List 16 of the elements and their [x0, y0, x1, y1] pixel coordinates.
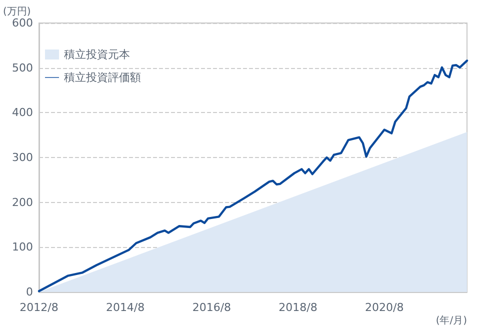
y-tick-label: 500 [12, 61, 33, 74]
x-axis-title: (年/月) [436, 314, 468, 326]
x-tick-label: 2012/8 [20, 301, 58, 314]
y-tick-label: 200 [12, 196, 33, 209]
y-tick-label: 600 [12, 16, 33, 30]
x-tick-label: 2018/8 [278, 301, 318, 314]
y-tick-label: 100 [12, 240, 33, 254]
y-axis-title: (万円) [3, 6, 31, 18]
y-tick-label: 0 [26, 286, 33, 298]
y-tick-label: 300 [12, 151, 33, 164]
legend-label: 積立投資評価額 [64, 71, 141, 84]
x-tick-label: 2016/8 [192, 301, 232, 314]
legend-label: 積立投資元本 [64, 48, 130, 61]
x-tick-label: 2014/8 [106, 301, 145, 314]
y-tick-label: 400 [12, 106, 33, 120]
x-tick-label: 2020/8 [365, 301, 404, 314]
